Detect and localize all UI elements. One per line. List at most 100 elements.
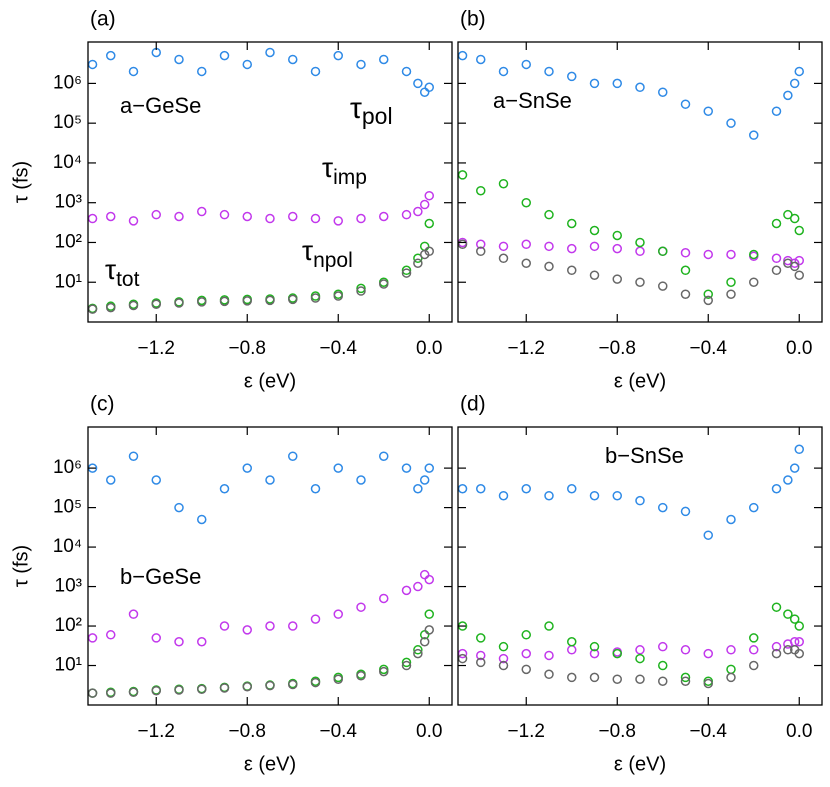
data-point xyxy=(703,648,713,659)
y-tick-label: 10⁵ xyxy=(53,497,82,518)
data-point xyxy=(789,213,800,224)
plot-frame xyxy=(457,426,823,706)
data-point xyxy=(128,300,139,311)
data-point xyxy=(476,185,486,196)
data-point xyxy=(424,574,434,585)
data-point xyxy=(771,218,782,229)
data-point xyxy=(424,218,434,229)
data-point xyxy=(424,609,434,619)
data-point xyxy=(174,54,184,65)
data-point xyxy=(680,289,691,299)
data-point xyxy=(783,475,793,485)
data-point xyxy=(771,265,782,276)
data-point xyxy=(726,249,736,260)
data-point xyxy=(658,660,668,671)
data-point xyxy=(498,641,509,652)
data-point xyxy=(356,671,366,681)
data-point xyxy=(151,299,161,309)
y-tick-label: 10⁴ xyxy=(53,536,82,557)
data-point xyxy=(680,645,691,655)
data-point xyxy=(457,50,468,61)
data-point xyxy=(476,54,486,65)
data-point xyxy=(680,265,691,276)
data-point xyxy=(783,90,793,101)
data-point xyxy=(612,490,622,501)
data-point xyxy=(197,297,207,307)
data-point xyxy=(219,296,230,307)
data-point xyxy=(219,484,230,494)
data-point xyxy=(310,614,321,624)
data-point xyxy=(612,674,622,684)
data-point xyxy=(789,78,800,89)
data-point xyxy=(589,490,600,501)
data-point xyxy=(151,633,161,643)
data-point xyxy=(197,66,207,77)
data-point xyxy=(242,296,252,306)
data-point xyxy=(401,66,412,77)
data-point xyxy=(680,248,691,258)
data-point xyxy=(521,630,531,640)
x-tick-label: −0.4 xyxy=(319,721,357,742)
data-point xyxy=(794,444,804,455)
data-point xyxy=(401,265,412,276)
x-tick-label: −0.8 xyxy=(228,721,266,742)
data-point xyxy=(265,621,275,631)
panel: −1.2 −0.8 −0.4 0.0 ε (eV) (d) b−SnSe xyxy=(457,393,823,775)
data-point xyxy=(680,672,691,683)
data-point xyxy=(379,666,389,677)
y-tick-label: 10¹ xyxy=(55,655,82,676)
data-point xyxy=(589,641,600,652)
data-point xyxy=(771,106,782,116)
data-point xyxy=(356,286,366,296)
data-point xyxy=(658,502,668,513)
data-point xyxy=(424,190,434,201)
data-point xyxy=(635,674,645,684)
data-point xyxy=(242,681,252,692)
data-point xyxy=(413,645,423,655)
data-point xyxy=(789,261,800,272)
y-tick-label: 10² xyxy=(55,231,82,252)
data-point xyxy=(419,87,430,97)
annotation: b−SnSe xyxy=(605,443,684,468)
panel-label: (a) xyxy=(90,8,116,31)
data-point xyxy=(356,59,366,70)
y-tick-label: 10³ xyxy=(55,576,82,597)
data-point xyxy=(658,87,668,97)
annotation: a−GeSe xyxy=(120,93,201,118)
data-point xyxy=(265,475,275,485)
data-point xyxy=(174,636,184,647)
data-point xyxy=(635,237,645,248)
y-axis-label: τ (fs) xyxy=(10,161,32,203)
data-point xyxy=(635,277,645,287)
data-point xyxy=(771,641,782,652)
series-label: τtot xyxy=(105,254,140,290)
data-point xyxy=(151,209,161,220)
data-point xyxy=(521,664,531,675)
data-point xyxy=(567,636,577,647)
data-point xyxy=(612,274,622,284)
panel: −1.2 −0.8 −0.4 0.0 10¹ 10² 10³ 10⁴ 10⁵ 10⁶ ε (eV) τ… xyxy=(10,393,453,775)
data-point xyxy=(726,514,736,525)
data-point xyxy=(401,585,412,596)
data-point xyxy=(128,687,139,698)
x-tick-label: −0.4 xyxy=(689,721,727,742)
data-point xyxy=(356,475,366,485)
y-tick-label: 10² xyxy=(55,615,82,636)
data-point xyxy=(567,672,577,683)
series-label: τpol xyxy=(350,92,393,129)
data-point xyxy=(589,241,600,252)
data-point xyxy=(589,270,600,280)
data-point xyxy=(521,648,531,659)
data-point xyxy=(219,209,230,220)
data-point xyxy=(401,660,412,671)
y-axis-label: τ (fs) xyxy=(10,545,32,587)
data-point xyxy=(457,484,468,494)
plot-frame xyxy=(457,41,823,323)
data-point xyxy=(789,614,800,624)
data-point xyxy=(680,99,691,109)
panel-label: (d) xyxy=(460,393,486,416)
data-point xyxy=(197,684,207,695)
data-point xyxy=(544,669,554,680)
data-point xyxy=(424,82,434,93)
data-point xyxy=(749,130,759,140)
